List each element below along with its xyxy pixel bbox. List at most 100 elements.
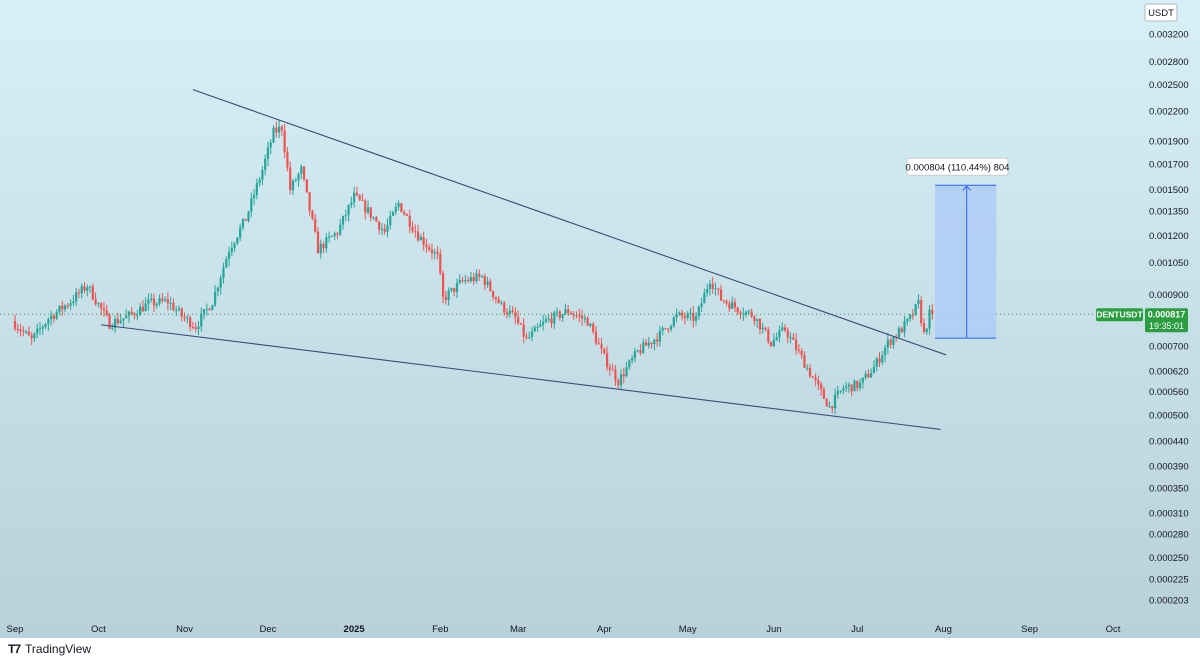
candle-body xyxy=(252,195,256,199)
candle-body xyxy=(664,327,667,329)
candle xyxy=(233,241,236,253)
candle xyxy=(411,221,414,234)
candle xyxy=(522,318,525,344)
candle xyxy=(61,301,64,317)
candle-body xyxy=(419,236,422,241)
candle xyxy=(44,322,47,330)
candle-body xyxy=(380,228,384,230)
candle xyxy=(483,273,486,290)
candle-body xyxy=(94,299,97,305)
candle-body xyxy=(578,315,581,317)
candle-body xyxy=(422,236,425,245)
candle xyxy=(247,210,250,223)
candle-body xyxy=(897,328,901,338)
candle xyxy=(672,315,675,328)
candle-body xyxy=(600,344,603,349)
candle xyxy=(450,287,453,293)
candle xyxy=(66,302,69,309)
candle xyxy=(628,359,631,370)
candle xyxy=(441,270,445,304)
candle xyxy=(266,141,270,167)
candle xyxy=(517,310,520,326)
candle-body xyxy=(647,342,650,346)
candle xyxy=(547,314,550,323)
candle-body xyxy=(836,391,839,395)
candle-body xyxy=(900,328,903,333)
candle-body xyxy=(681,312,684,317)
y-tick-label: 0.002200 xyxy=(1149,106,1189,117)
bar-countdown: 19:35:01 xyxy=(1149,321,1184,331)
candle xyxy=(272,125,275,144)
candle-body xyxy=(564,309,567,315)
candle xyxy=(772,333,775,348)
candle-body xyxy=(522,324,525,337)
candle xyxy=(600,337,603,355)
candle-body xyxy=(519,323,523,325)
candle xyxy=(197,321,200,336)
candle xyxy=(644,338,648,346)
candle-body xyxy=(447,290,450,300)
candle-body xyxy=(494,297,497,300)
candle-body xyxy=(36,328,39,334)
candle-body xyxy=(294,180,297,182)
candle xyxy=(681,309,684,321)
x-tick-label: Jul xyxy=(851,624,863,635)
candle xyxy=(305,179,308,194)
candle-body xyxy=(475,273,478,282)
candle xyxy=(667,328,670,334)
candle-body xyxy=(525,336,528,338)
candle-body xyxy=(883,347,887,356)
candle xyxy=(789,332,792,344)
candle xyxy=(77,288,81,299)
candle-body xyxy=(833,394,837,409)
candle-body xyxy=(692,312,695,321)
wedge-lower-line[interactable] xyxy=(101,324,941,430)
candle-body xyxy=(175,310,178,312)
candle-body xyxy=(500,302,503,304)
candle xyxy=(764,327,767,332)
candle-body xyxy=(555,311,559,313)
candle-body xyxy=(397,203,400,207)
candle-body xyxy=(261,170,264,180)
candle xyxy=(583,315,586,324)
candle xyxy=(781,322,784,332)
candle xyxy=(380,223,384,235)
candle-body xyxy=(806,367,809,369)
candle xyxy=(528,331,531,340)
candle xyxy=(669,324,673,333)
candle-body xyxy=(856,380,859,389)
candle xyxy=(344,209,347,221)
candle xyxy=(700,297,703,313)
candle-body xyxy=(483,276,486,285)
candle-body xyxy=(875,358,878,367)
candle xyxy=(605,346,609,371)
candle-body xyxy=(177,308,181,311)
candle-body xyxy=(542,321,545,325)
candle xyxy=(578,308,581,323)
symbol-badge[interactable]: DENTUSDT xyxy=(1096,308,1143,322)
candle-body xyxy=(539,324,542,327)
target-range-box[interactable] xyxy=(935,184,997,339)
candle xyxy=(230,241,233,256)
candle xyxy=(94,292,97,306)
currency-label[interactable]: USDT xyxy=(1144,3,1178,22)
y-tick-label: 0.000700 xyxy=(1149,341,1189,352)
candle xyxy=(172,298,175,312)
candle xyxy=(375,215,378,223)
candle xyxy=(653,338,656,351)
candle xyxy=(525,332,528,340)
tradingview-brand[interactable]: T7 TradingView xyxy=(8,642,91,656)
candle-body xyxy=(344,215,347,217)
candle xyxy=(225,256,228,268)
candle-body xyxy=(733,302,737,308)
candle xyxy=(125,309,128,319)
candle xyxy=(339,218,342,237)
candle-body xyxy=(514,312,517,318)
candle-body xyxy=(250,198,253,212)
candle xyxy=(686,310,689,321)
wedge-upper-line[interactable] xyxy=(192,89,947,356)
candle xyxy=(639,344,642,356)
